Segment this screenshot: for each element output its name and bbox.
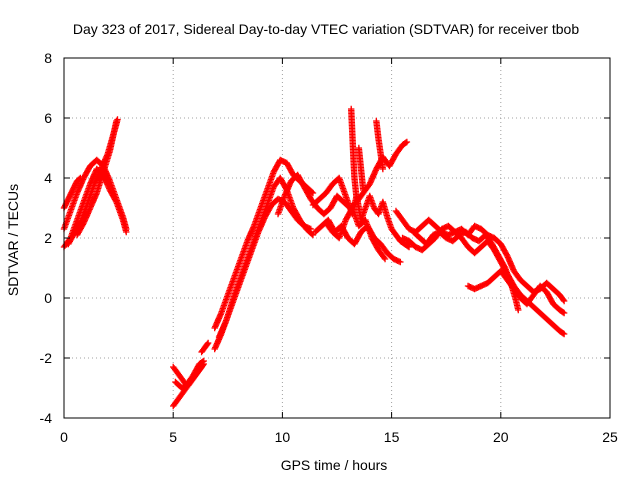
data-point-marker bbox=[198, 363, 205, 371]
y-tick-label: 0 bbox=[44, 290, 52, 306]
data-point-marker bbox=[113, 117, 120, 125]
data-point-marker bbox=[309, 189, 317, 197]
y-tick-label: -4 bbox=[40, 410, 53, 426]
data-point-marker bbox=[76, 175, 83, 183]
data-point-marker bbox=[405, 243, 413, 251]
data-point-marker bbox=[404, 243, 412, 250]
x-tick-label: 25 bbox=[602, 429, 618, 445]
data-point-marker bbox=[402, 139, 409, 146]
axis-ticks bbox=[63, 57, 611, 419]
data-marks bbox=[60, 105, 568, 410]
data-point-marker bbox=[379, 165, 387, 173]
x-axis-label: GPS time / hours bbox=[281, 457, 388, 473]
x-tick-label: 20 bbox=[493, 429, 509, 445]
data-point-marker bbox=[559, 309, 567, 316]
data-point-marker bbox=[308, 230, 316, 238]
data-point-marker bbox=[397, 258, 404, 266]
x-tick-label: 5 bbox=[169, 429, 177, 445]
data-point-marker bbox=[381, 255, 389, 263]
data-point-marker bbox=[403, 138, 411, 146]
data-point-marker bbox=[77, 174, 84, 182]
chart-title: Day 323 of 2017, Sidereal Day-to-day VTE… bbox=[73, 21, 580, 37]
data-point-marker bbox=[353, 195, 360, 203]
data-point-marker bbox=[515, 306, 522, 314]
y-tick-label: 6 bbox=[44, 110, 52, 126]
data-point-marker bbox=[560, 296, 567, 303]
data-point-marker bbox=[560, 309, 568, 317]
data-point-marker bbox=[204, 340, 211, 348]
y-tick-label: 8 bbox=[44, 50, 52, 66]
data-point-marker bbox=[197, 365, 204, 372]
data-point-marker bbox=[560, 330, 568, 338]
x-tick-label: 10 bbox=[275, 429, 291, 445]
y-tick-label: -2 bbox=[40, 350, 53, 366]
y-tick-label: 4 bbox=[44, 170, 52, 186]
x-tick-label: 15 bbox=[384, 429, 400, 445]
y-axis-label: SDTVAR / TECUs bbox=[5, 184, 21, 296]
data-point-marker bbox=[501, 263, 508, 270]
data-point-marker bbox=[307, 225, 314, 233]
data-point-marker bbox=[204, 339, 212, 347]
data-point-marker bbox=[560, 297, 568, 305]
data-point-marker bbox=[360, 186, 367, 194]
data-point-marker bbox=[380, 254, 388, 261]
data-point-marker bbox=[559, 330, 567, 337]
tick-labels: 0 5 10 15 20 25 -4 -2 0 2 4 6 8 bbox=[40, 50, 618, 445]
y-tick-label: 2 bbox=[44, 230, 52, 246]
x-tick-label: 0 bbox=[60, 429, 68, 445]
data-point-marker bbox=[123, 225, 130, 233]
